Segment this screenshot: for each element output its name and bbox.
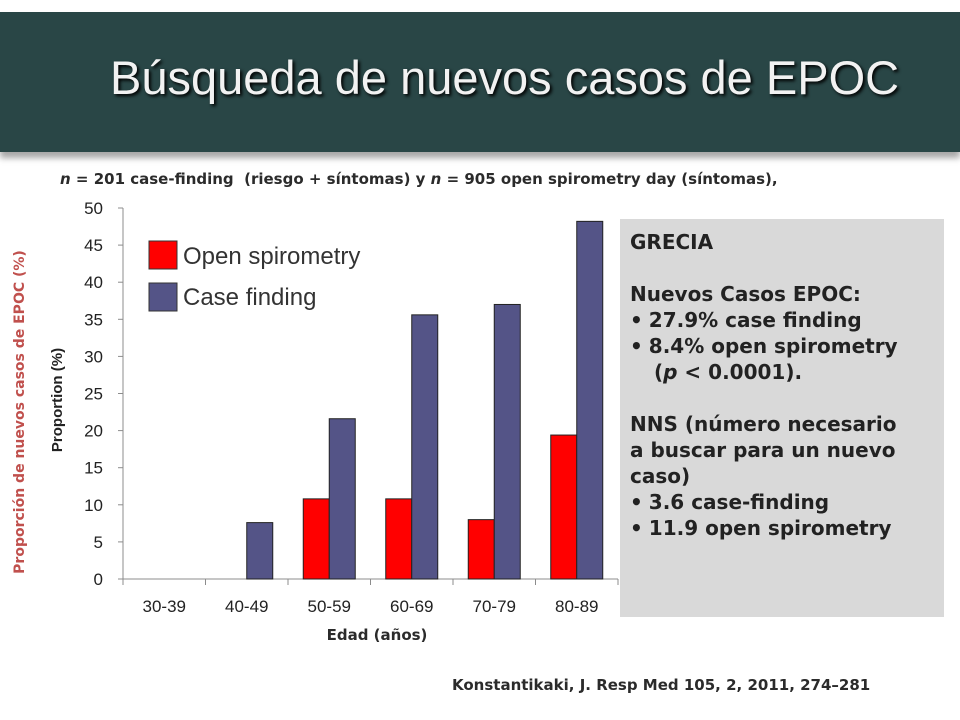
- info-nns-item-case-finding: 3.6 case-finding: [630, 489, 934, 515]
- x-tick-label: 60-69: [390, 597, 433, 616]
- title-banner: [0, 12, 960, 152]
- citation: Konstantikaki, J. Resp Med 105, 2, 2011,…: [452, 676, 871, 694]
- y-tick-label: 0: [94, 570, 103, 589]
- page-title: Búsqueda de nuevos casos de EPOC: [110, 51, 900, 104]
- info-nns-line3: caso): [630, 464, 691, 488]
- bar-case-finding: [328, 418, 356, 580]
- bar-chart: 0 5 10 15 20 25 30 35 40 45 50 30-39 40-49 50-59 60-69…: [12, 199, 619, 644]
- y-tick-label: 15: [84, 459, 103, 478]
- y-tick-label: 10: [84, 496, 103, 515]
- legend-label-case-finding: Case finding: [183, 284, 316, 311]
- info-p-text: < 0.0001).: [677, 360, 803, 384]
- subtitle-n1-var: n: [60, 170, 71, 188]
- chart-legend: Open spirometry Case finding: [148, 240, 360, 312]
- y-tick-label: 30: [84, 347, 103, 366]
- info-nns-item-open-spirometry: 11.9 open spirometry: [630, 515, 934, 541]
- y-tick-label: 25: [84, 385, 103, 404]
- info-nns-line2: a buscar para un nuevo: [630, 438, 896, 462]
- bar-open-spirometry: [467, 519, 495, 580]
- info-nns-line1: NNS (número necesario: [630, 412, 897, 436]
- legend-swatch-case-finding: [148, 282, 178, 312]
- info-heading: GRECIA: [630, 230, 714, 254]
- bar-open-spirometry: [550, 434, 578, 580]
- x-axis-label: Edad (años): [327, 626, 428, 644]
- y-tick-label: 35: [84, 310, 103, 329]
- x-tick-label: 30-39: [143, 597, 186, 616]
- bar-case-finding: [493, 303, 521, 580]
- x-tick-label: 70-79: [473, 597, 516, 616]
- bar-case-finding: [576, 220, 604, 580]
- bar-open-spirometry: [302, 498, 330, 580]
- bar-open-spirometry: [385, 498, 413, 580]
- info-p-prefix: (: [654, 360, 664, 384]
- subtitle-n1-text: = 201 case-finding (riesgo + síntomas) y: [70, 170, 431, 188]
- chart-bars: [246, 220, 604, 580]
- info-item-open-spirometry: 8.4% open spirometry: [630, 333, 934, 359]
- y-tick-label: 20: [84, 422, 103, 441]
- x-tick-label: 40-49: [225, 597, 268, 616]
- y-tick-label: 5: [94, 533, 103, 552]
- info-label: Nuevos Casos EPOC:: [630, 282, 861, 306]
- bar-case-finding: [246, 522, 274, 580]
- info-box: GRECIA Nuevos Casos EPOC: 27.9% case fin…: [620, 219, 944, 617]
- y-tick-label: 50: [84, 199, 103, 218]
- legend-label-open-spirometry: Open spirometry: [183, 243, 360, 270]
- info-p-value: (p < 0.0001).: [630, 359, 934, 385]
- legend-swatch-open-spirometry: [148, 240, 178, 270]
- y-axis-label-outer: Proporción de nuevos casos de EPOC (%): [12, 250, 28, 574]
- info-item-case-finding: 27.9% case finding: [630, 307, 934, 333]
- subtitle-n2-text: = 905 open spirometry day (síntomas),: [441, 170, 778, 188]
- chart-tick-labels: 0 5 10 15 20 25 30 35 40 45 50 30-39 40-49 50-59 60-69…: [84, 199, 598, 616]
- subtitle-n2-var: n: [430, 170, 442, 188]
- bar-case-finding: [411, 314, 439, 580]
- x-tick-label: 50-59: [308, 597, 351, 616]
- y-tick-label: 45: [84, 236, 103, 255]
- y-axis-label-inner: Proportion (%): [49, 348, 66, 452]
- x-tick-label: 80-89: [555, 597, 598, 616]
- y-tick-label: 40: [84, 273, 103, 292]
- info-p-var: p: [663, 360, 678, 384]
- chart-axes: [118, 207, 619, 585]
- subtitle: n = 201 case-finding (riesgo + síntomas)…: [60, 170, 778, 188]
